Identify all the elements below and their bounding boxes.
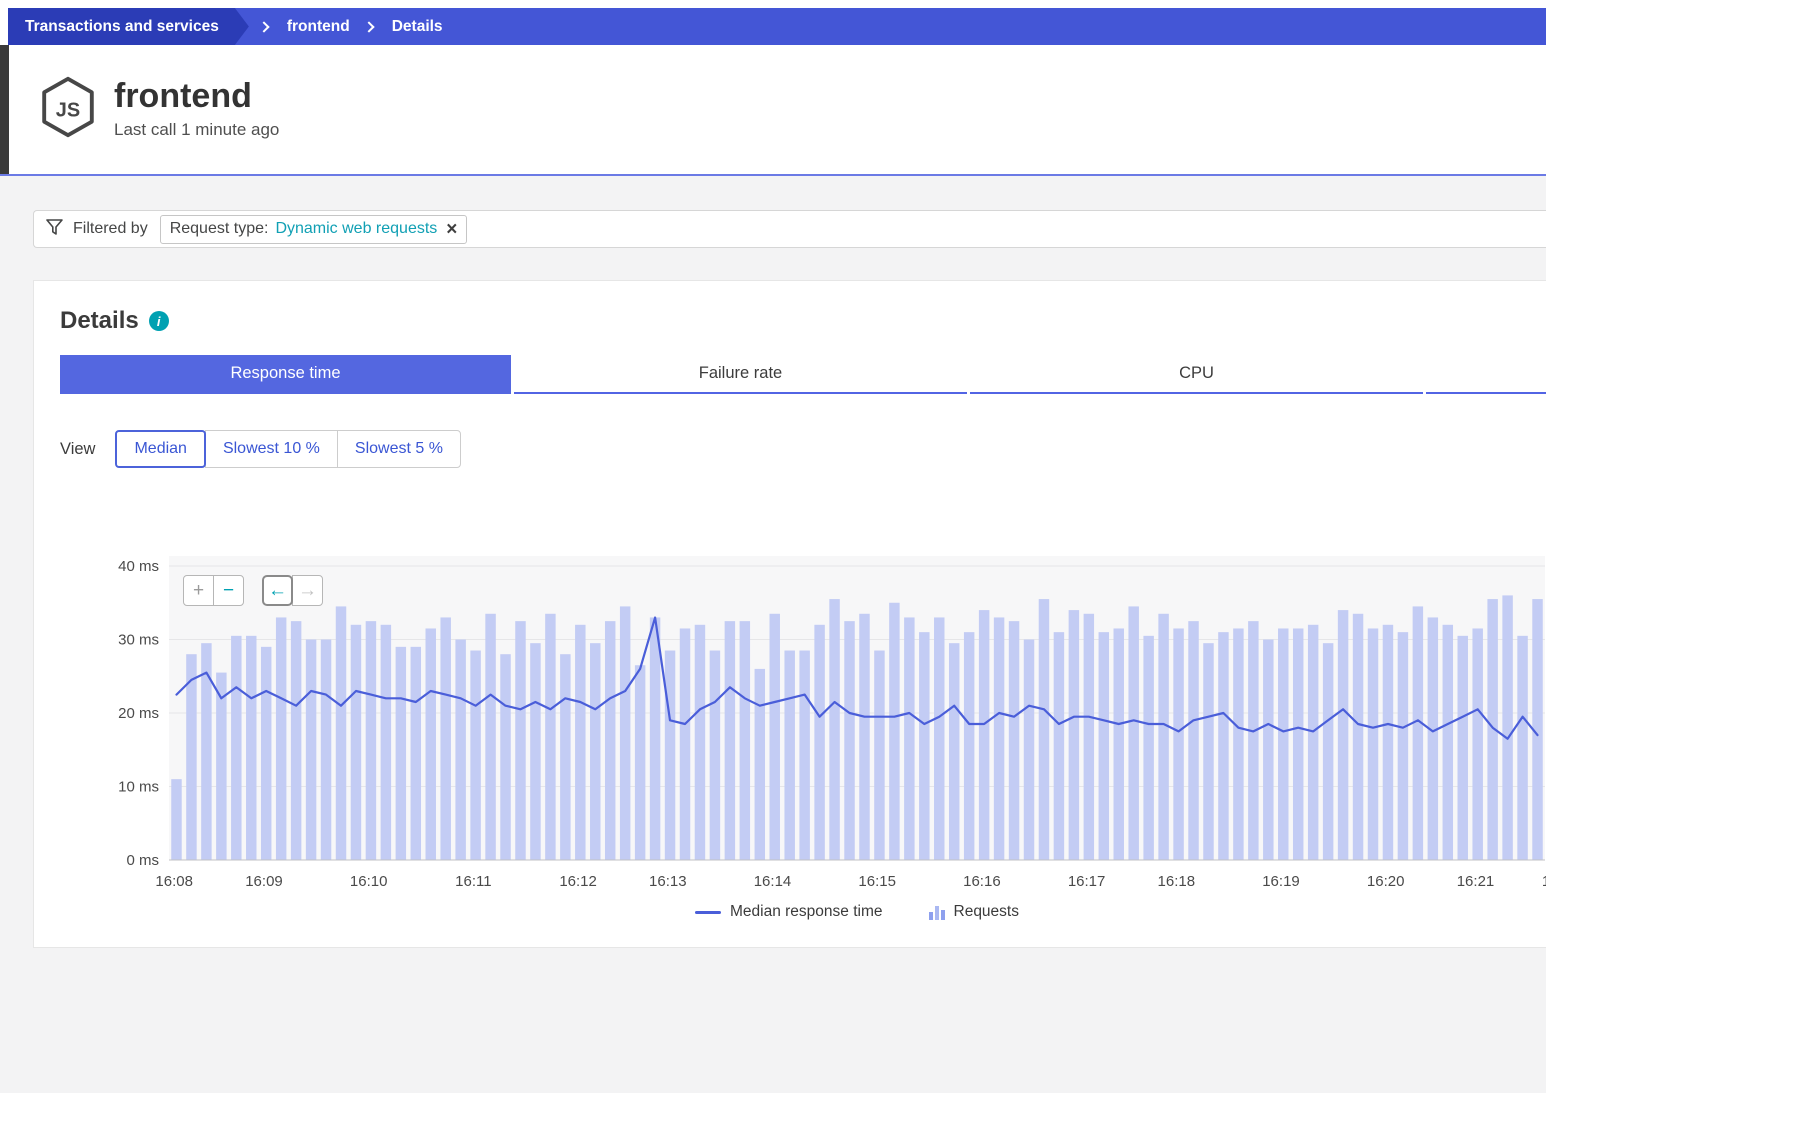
svg-text:30 ms: 30 ms [118, 632, 159, 649]
pan-forward-button[interactable]: → [292, 575, 323, 606]
tab-partial[interactable] [1426, 355, 1546, 394]
requests-bars [171, 595, 1543, 861]
breadcrumb-item-frontend[interactable]: frontend [286, 17, 350, 35]
svg-text:16:11: 16:11 [455, 873, 491, 890]
svg-text:16:15: 16:15 [858, 873, 896, 890]
median-response-time-line [175, 616, 1539, 740]
svg-text:16:09: 16:09 [245, 873, 283, 890]
chevron-right-icon [258, 20, 270, 33]
info-icon[interactable]: i [148, 311, 169, 331]
view-selector: Median Slowest 10 % Slowest 5 % [115, 430, 461, 468]
filtered-by-label: Filtered by [73, 220, 148, 237]
filter-chip-value: Dynamic web requests [275, 220, 438, 237]
svg-text:16:14: 16:14 [754, 873, 792, 890]
chevron-right-icon [363, 20, 375, 33]
filter-chip[interactable]: Request type: Dynamic web requests × [159, 214, 468, 244]
chart-zoom-controls: + − ← → [183, 575, 323, 606]
details-card: Details i Response time Failure rate CPU… [33, 280, 1546, 948]
filter-chip-key: Request type: [169, 220, 269, 237]
breadcrumb-item-transactions-and-services[interactable]: Transactions and services [8, 8, 249, 45]
legend-median-response-time[interactable]: Median response time [695, 903, 883, 921]
svg-text:16:10: 16:10 [350, 873, 388, 890]
breadcrumb: Transactions and services frontend Detai… [8, 8, 1546, 45]
view-slowest-5-button[interactable]: Slowest 5 % [336, 430, 461, 468]
svg-text:16:21: 16:21 [1457, 873, 1495, 890]
y-axis-labels: 0 ms 10 ms 20 ms 30 ms 40 ms [118, 558, 159, 869]
legend-requests[interactable]: Requests [928, 903, 1019, 921]
breadcrumb-item-details[interactable]: Details [391, 17, 443, 35]
tab-response-time[interactable]: Response time [60, 355, 511, 394]
tab-failure-rate[interactable]: Failure rate [514, 355, 967, 394]
page-title: frontend [114, 76, 252, 115]
service-header: JS frontend Last call 1 minute ago [0, 45, 1546, 174]
tabs: Response time Failure rate CPU [60, 355, 1546, 394]
svg-text:16:19: 16:19 [1262, 873, 1300, 890]
svg-text:JS: JS [56, 99, 80, 121]
svg-text:0 ms: 0 ms [126, 852, 159, 869]
svg-text:20 ms: 20 ms [118, 705, 159, 722]
svg-text:16:16: 16:16 [963, 873, 1001, 890]
filter-funnel-icon [46, 218, 63, 240]
svg-text:16:13: 16:13 [649, 873, 687, 890]
svg-text:16:08: 16:08 [155, 873, 193, 890]
bars-swatch-icon [928, 905, 945, 920]
page: Transactions and services frontend Detai… [0, 8, 1546, 1093]
view-row: View Median Slowest 10 % Slowest 5 % [60, 430, 1546, 468]
last-call-text: Last call 1 minute ago [114, 120, 280, 140]
close-icon[interactable]: × [446, 218, 458, 240]
zoom-in-button[interactable]: + [183, 575, 214, 606]
pan-back-button[interactable]: ← [262, 575, 293, 606]
response-time-chart: + − ← → 0 ms 10 ms 20 ms 30 ms 40 ms 16:08 16:… [99, 556, 1546, 921]
svg-text:16:18: 16:18 [1158, 873, 1196, 890]
legend-label: Requests [953, 903, 1019, 920]
svg-text:16:17: 16:17 [1068, 873, 1106, 890]
legend-label: Median response time [730, 903, 883, 920]
tab-cpu[interactable]: CPU [970, 355, 1423, 394]
svg-text:10 ms: 10 ms [118, 779, 159, 796]
view-slowest-10-button[interactable]: Slowest 10 % [204, 430, 338, 468]
content-area: Filtered by Request type: Dynamic web re… [0, 176, 1546, 1093]
line-swatch [695, 910, 721, 914]
details-heading: Details [60, 307, 139, 334]
header-divider [0, 174, 1546, 176]
view-median-button[interactable]: Median [115, 430, 206, 468]
chart-legend: Median response time Requests [169, 903, 1545, 921]
window-edge [0, 45, 9, 174]
x-axis-labels: 16:08 16:09 16:10 16:11 16:12 16:13 16:14 16:15… [155, 873, 1546, 890]
filter-bar: Filtered by Request type: Dynamic web re… [33, 210, 1546, 248]
zoom-out-button[interactable]: − [213, 575, 244, 606]
svg-text:16: 16 [1542, 873, 1546, 890]
nodejs-icon: JS [40, 76, 96, 143]
details-heading-row: Details i [60, 307, 1546, 335]
svg-text:16:12: 16:12 [559, 873, 597, 890]
svg-text:40 ms: 40 ms [118, 558, 159, 575]
view-label: View [60, 439, 96, 458]
svg-text:16:20: 16:20 [1367, 873, 1405, 890]
